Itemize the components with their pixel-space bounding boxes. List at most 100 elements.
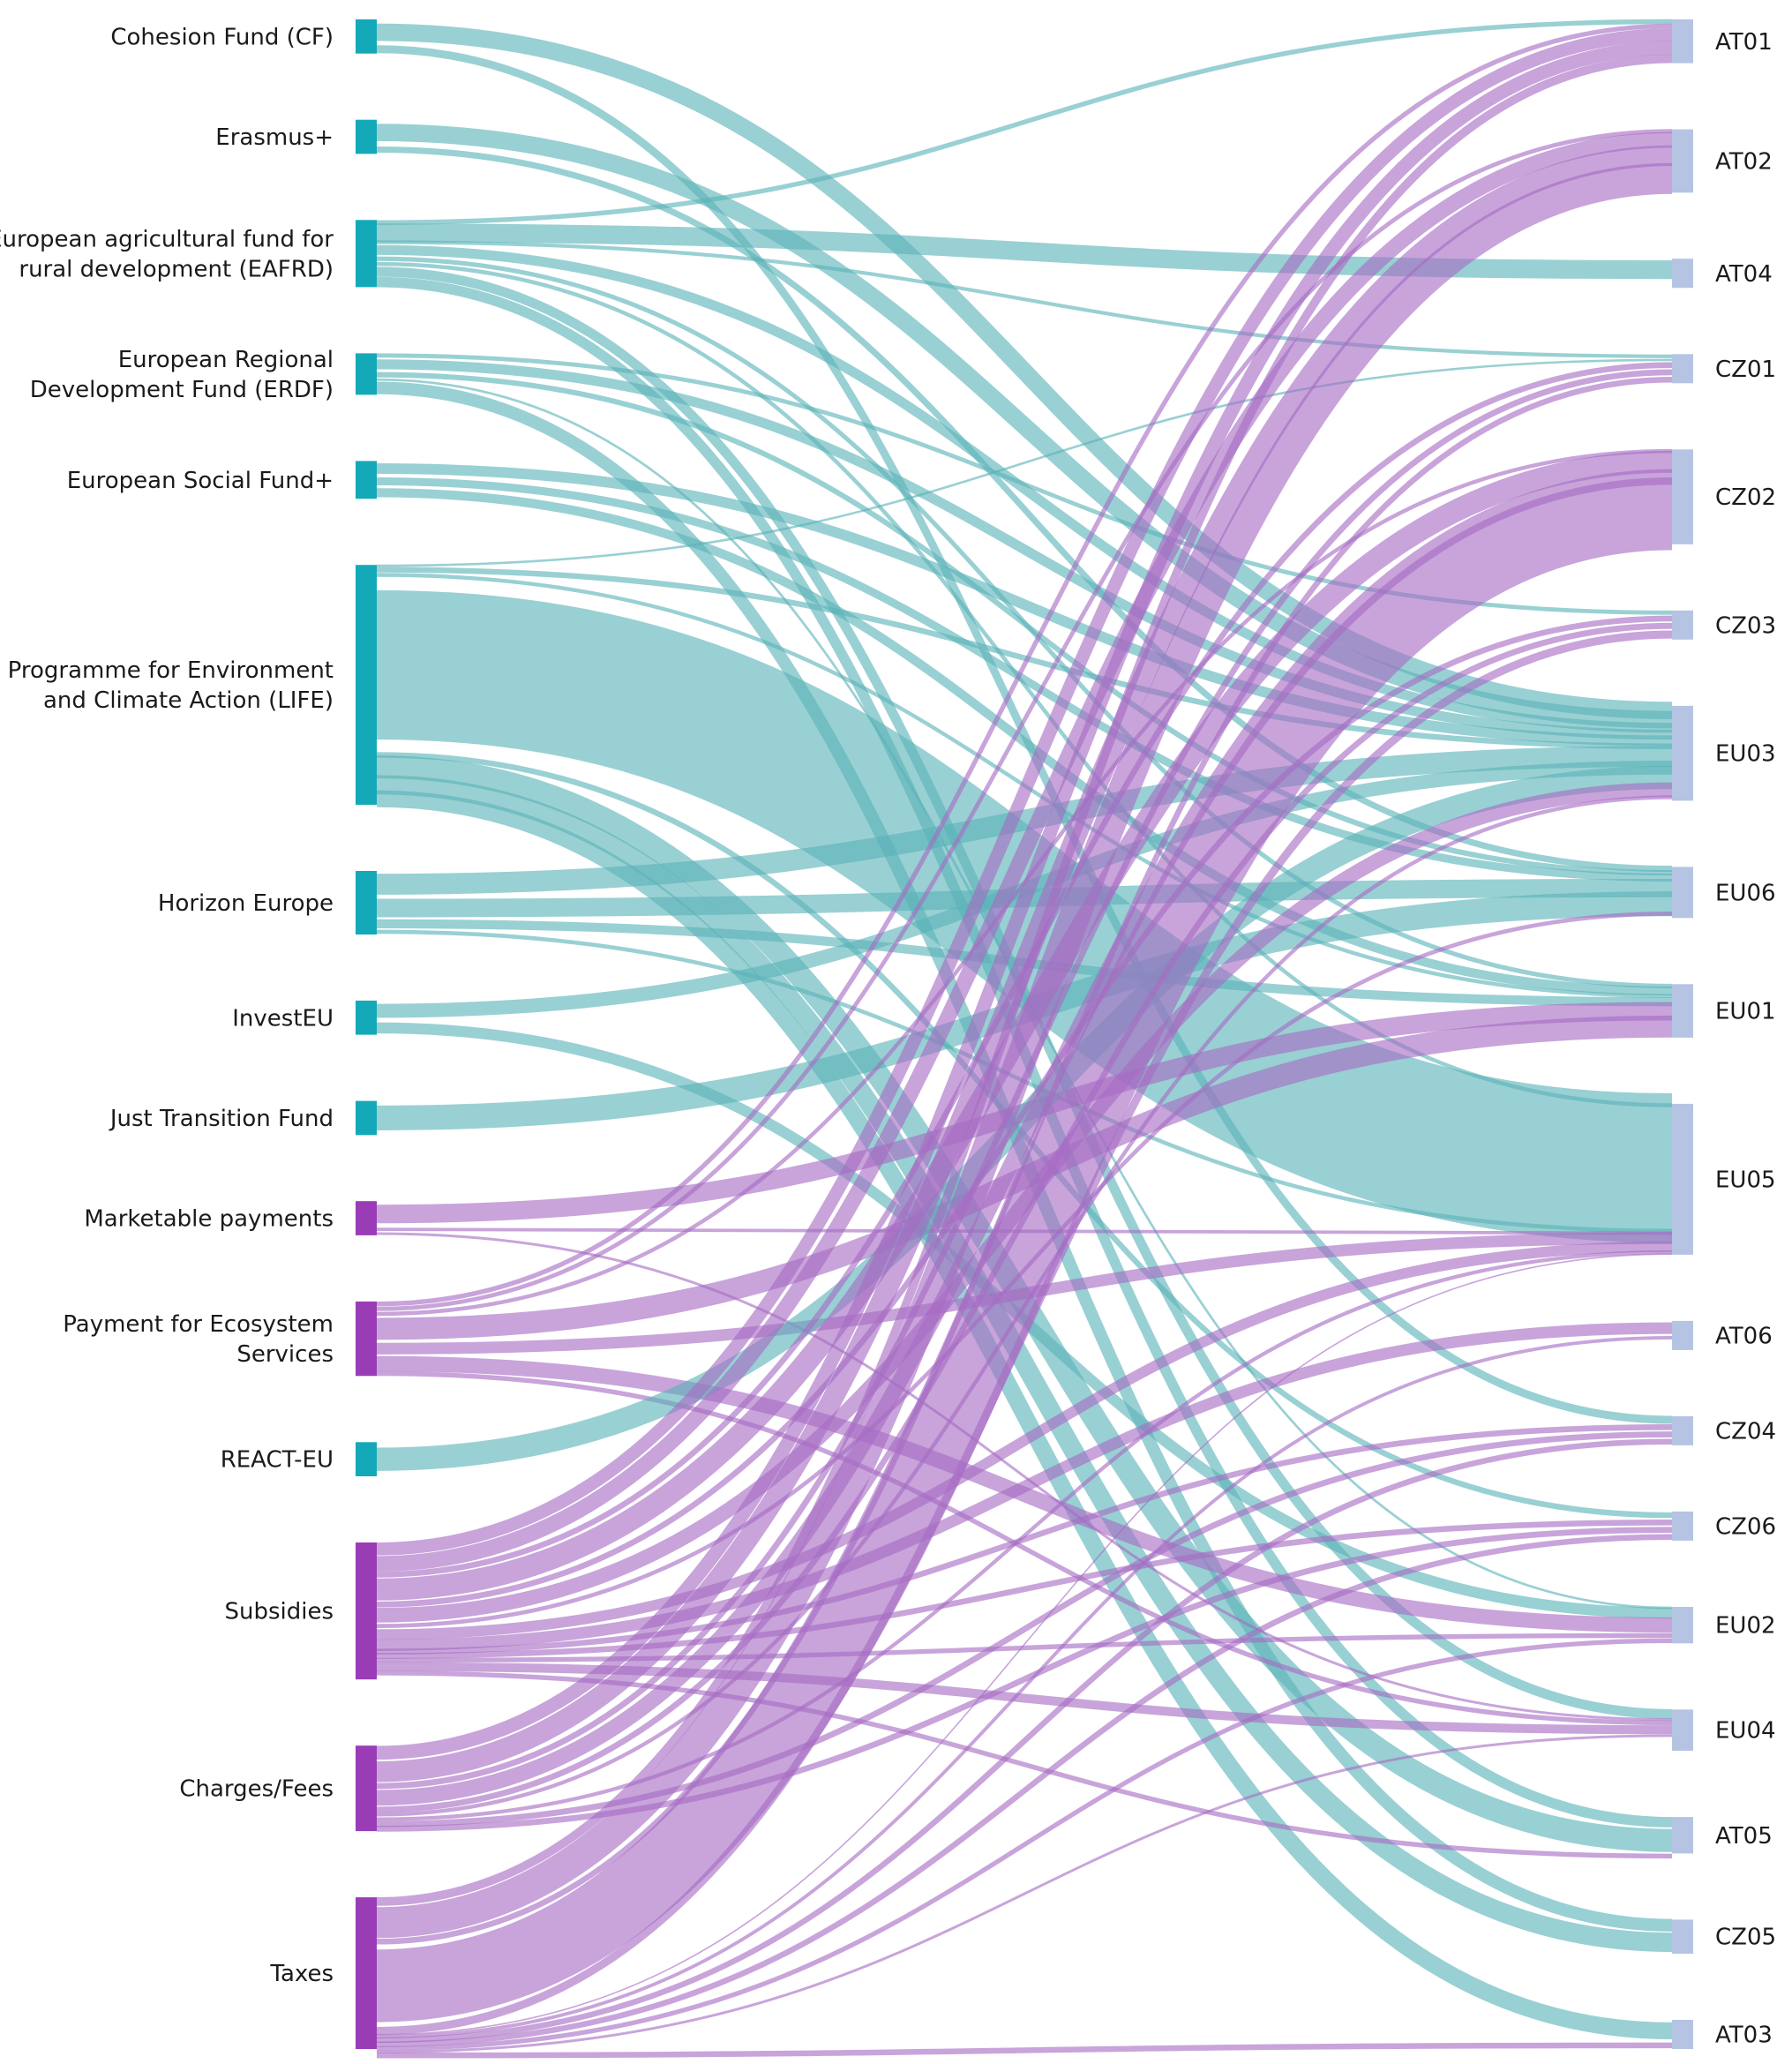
source-node bbox=[356, 220, 377, 288]
target-node bbox=[1672, 1919, 1693, 1954]
source-node bbox=[356, 565, 377, 805]
target-node bbox=[1672, 1415, 1693, 1445]
source-node bbox=[356, 353, 377, 395]
source-label: European Regional Development Fund (ERDF) bbox=[30, 347, 334, 403]
target-label: EU02 bbox=[1715, 1613, 1776, 1640]
target-node bbox=[1672, 129, 1693, 193]
source-label-line: European agricultural fund for bbox=[0, 226, 334, 252]
target-node bbox=[1672, 867, 1693, 919]
target-label: AT03 bbox=[1715, 2023, 1773, 2049]
target-label: CZ06 bbox=[1715, 1513, 1776, 1540]
source-node bbox=[356, 1542, 377, 1680]
sankey-link bbox=[376, 477, 1673, 882]
target-label: CZ05 bbox=[1715, 1925, 1776, 1951]
sankey-link bbox=[376, 131, 1673, 1572]
sankey-link bbox=[376, 1638, 1673, 2052]
sankey-link bbox=[376, 19, 1673, 225]
sankey-link bbox=[376, 240, 1673, 358]
sankey-link bbox=[376, 2042, 1673, 2059]
target-label: AT04 bbox=[1715, 261, 1773, 288]
source-label-line: Horizon Europe bbox=[158, 890, 334, 917]
source-label-line: InvestEU bbox=[232, 1005, 334, 1032]
source-label: European agricultural fund for rural deve… bbox=[0, 226, 334, 282]
sankey-link bbox=[376, 775, 1673, 1953]
sankey-link bbox=[376, 630, 1673, 2036]
target-node bbox=[1672, 19, 1693, 64]
target-label: EU06 bbox=[1715, 880, 1776, 906]
sankey-link bbox=[376, 23, 1673, 719]
target-label: AT05 bbox=[1715, 1823, 1773, 1850]
sankey-link bbox=[376, 1355, 1673, 1633]
target-label: EU03 bbox=[1715, 741, 1776, 768]
target-node bbox=[1672, 1511, 1693, 1541]
target-label: CZ02 bbox=[1715, 484, 1776, 511]
sankey-link bbox=[376, 129, 1673, 1311]
sankey-link bbox=[376, 1534, 1673, 2047]
sankey-link bbox=[376, 358, 1673, 567]
source-node bbox=[356, 461, 377, 499]
sankey-link bbox=[376, 1232, 1673, 1722]
source-node bbox=[356, 119, 377, 154]
source-label: Just Transition Fund bbox=[109, 1106, 334, 1132]
source-label-line: REACT-EU bbox=[221, 1447, 334, 1474]
source-label-line: rural development (EAFRD) bbox=[19, 256, 334, 282]
sankey-link bbox=[376, 54, 1673, 1906]
sankey-link bbox=[376, 1424, 1673, 1655]
target-label: EU01 bbox=[1715, 999, 1776, 1025]
source-node bbox=[356, 1100, 377, 1136]
sankey-link bbox=[376, 28, 1673, 1556]
source-label-line: Payment for Ecosystem bbox=[63, 1311, 334, 1338]
target-label: AT01 bbox=[1715, 29, 1773, 56]
source-node bbox=[356, 871, 377, 934]
source-label: Cohesion Fund (CF) bbox=[110, 24, 334, 50]
source-label-line: Erasmus+ bbox=[215, 124, 334, 151]
source-label: InvestEU bbox=[232, 1005, 334, 1032]
sankey-link bbox=[376, 615, 1673, 1608]
sankey-link bbox=[376, 1253, 1673, 2036]
source-label-line: Development Fund (ERDF) bbox=[30, 377, 334, 403]
sankey-link bbox=[376, 45, 1673, 1424]
source-label-line: Cohesion Fund (CF) bbox=[110, 24, 334, 50]
sankey-link bbox=[376, 162, 1673, 1939]
source-label: Erasmus+ bbox=[215, 124, 334, 151]
target-node bbox=[1672, 1817, 1693, 1854]
sankey-links bbox=[376, 19, 1673, 2059]
target-node bbox=[1672, 984, 1693, 1038]
source-label-line: Subsidies bbox=[224, 1599, 334, 1625]
source-node bbox=[356, 1301, 377, 1377]
sankey-link bbox=[376, 765, 1673, 1471]
source-label: Programme for Environment and Climate Act… bbox=[8, 657, 334, 714]
source-label-line: Programme for Environment bbox=[8, 657, 334, 684]
source-label-line: Marketable payments bbox=[84, 1206, 334, 1233]
sankey-link bbox=[376, 359, 1673, 740]
sankey-link bbox=[376, 1438, 1673, 2044]
source-node bbox=[356, 1201, 377, 1235]
target-node bbox=[1672, 1320, 1693, 1350]
source-label-line: Services bbox=[236, 1341, 334, 1368]
target-node bbox=[1672, 1607, 1693, 1644]
source-node bbox=[356, 1000, 377, 1035]
sankey-labels: Cohesion Fund (CF) Erasmus+ European agric… bbox=[0, 24, 1776, 2048]
sankey-link bbox=[376, 1322, 1673, 1651]
target-node bbox=[1672, 1103, 1693, 1255]
sankey-link bbox=[376, 1370, 1673, 1726]
sankey-link bbox=[376, 23, 1673, 1307]
target-node bbox=[1672, 2020, 1693, 2049]
source-label-line: Charges/Fees bbox=[179, 1776, 334, 1803]
target-node bbox=[1672, 705, 1693, 801]
target-node bbox=[1672, 354, 1693, 384]
sankey-link bbox=[376, 41, 1673, 1760]
source-label: Subsidies bbox=[224, 1599, 334, 1625]
sankey-link bbox=[376, 477, 1673, 2023]
target-label: AT06 bbox=[1715, 1323, 1773, 1349]
sankey-link bbox=[376, 1734, 1673, 2053]
source-label: Marketable payments bbox=[84, 1206, 334, 1233]
source-label-line: and Climate Action (LIFE) bbox=[43, 687, 334, 714]
target-node bbox=[1672, 610, 1693, 640]
target-label: AT02 bbox=[1715, 148, 1773, 175]
target-label: EU04 bbox=[1715, 1718, 1776, 1745]
sankey-link bbox=[376, 469, 1673, 1806]
source-label: Payment for Ecosystem Services bbox=[63, 1311, 334, 1368]
source-label: Taxes bbox=[269, 1961, 334, 1987]
